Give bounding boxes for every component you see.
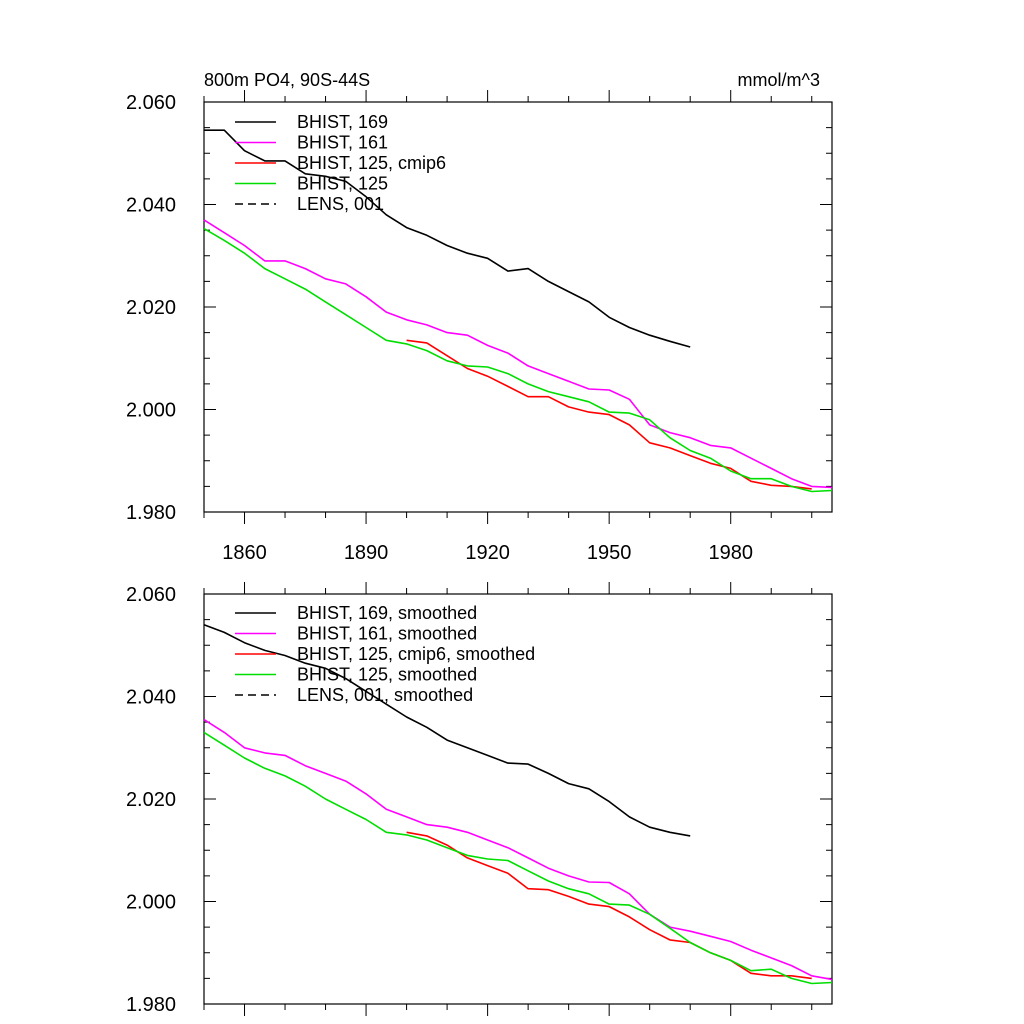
legend-label: BHIST, 169, smoothed bbox=[297, 603, 477, 623]
series-line bbox=[204, 129, 691, 348]
legend-label: BHIST, 125, smoothed bbox=[297, 665, 477, 685]
top-panel: 800m PO4, 90S-44S mmol/m^3 2.060 2.040 2.0… bbox=[126, 70, 833, 564]
legend-label: LENS, 001, smoothed bbox=[297, 685, 473, 705]
legend-label: BHIST, 169 bbox=[297, 112, 388, 132]
x-tick-label: 1860 bbox=[222, 542, 267, 564]
chart-title: 800m PO4, 90S-44S bbox=[204, 70, 370, 90]
x-tick-label: 1890 bbox=[344, 542, 389, 564]
series-line bbox=[203, 624, 691, 837]
y-tick-label: 2.040 bbox=[126, 687, 176, 709]
legend-label: BHIST, 125 bbox=[297, 174, 388, 194]
x-tick-label: 1980 bbox=[708, 542, 753, 564]
bottom-panel: 2.060 2.040 2.020 2.000 1.980 BHIST, 169, smo… bbox=[126, 582, 833, 1016]
units-label: mmol/m^3 bbox=[738, 70, 820, 90]
series-line bbox=[203, 731, 833, 985]
series-line bbox=[203, 227, 833, 493]
y-tick-label: 2.020 bbox=[126, 297, 176, 319]
series-line bbox=[406, 831, 812, 980]
legend-label: BHIST, 161 bbox=[297, 133, 388, 153]
y-tick-label: 2.060 bbox=[126, 584, 176, 606]
legend-label: BHIST, 125, cmip6, smoothed bbox=[297, 644, 535, 664]
y-tick-label: 2.000 bbox=[126, 892, 176, 914]
x-tick-label: 1950 bbox=[587, 542, 632, 564]
y-tick-label: 1.980 bbox=[126, 502, 176, 524]
legend-label: LENS, 001 bbox=[297, 194, 384, 214]
y-tick-label: 2.060 bbox=[126, 92, 176, 114]
y-tick-label: 2.020 bbox=[126, 789, 176, 811]
series-line bbox=[406, 339, 812, 490]
legend-label: BHIST, 125, cmip6 bbox=[297, 153, 446, 173]
y-tick-label: 2.040 bbox=[126, 195, 176, 217]
x-tick-label: 1920 bbox=[465, 542, 510, 564]
series-line bbox=[203, 718, 833, 981]
y-tick-label: 2.000 bbox=[126, 400, 176, 422]
legend-label: BHIST, 161, smoothed bbox=[297, 624, 477, 644]
series-line bbox=[203, 219, 833, 489]
y-tick-label: 1.980 bbox=[126, 994, 176, 1016]
